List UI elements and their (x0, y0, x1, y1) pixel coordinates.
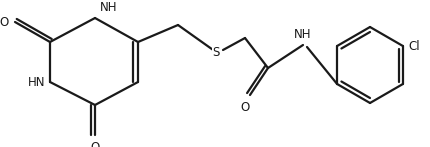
Text: O: O (90, 141, 99, 147)
Text: O: O (0, 15, 9, 29)
Text: HN: HN (28, 76, 45, 88)
Text: Cl: Cl (407, 40, 418, 52)
Text: NH: NH (100, 1, 117, 14)
Text: O: O (240, 101, 249, 114)
Text: NH: NH (294, 28, 311, 41)
Text: S: S (212, 46, 219, 59)
